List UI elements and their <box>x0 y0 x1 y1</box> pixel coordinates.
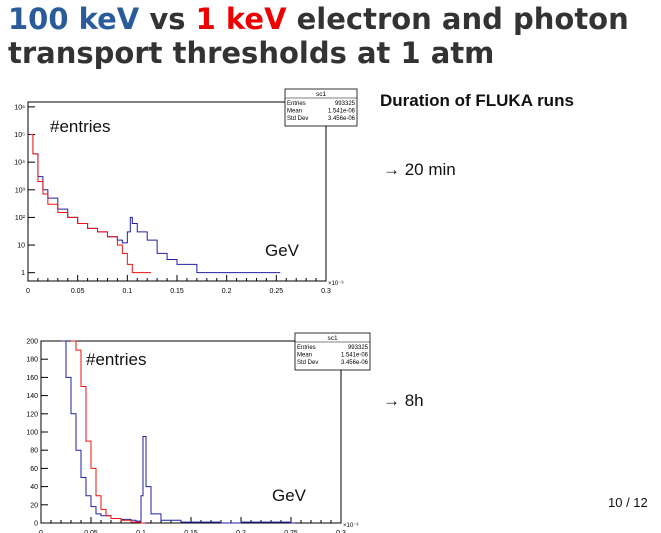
x-tick-label: 0.05 <box>71 288 85 295</box>
stats-value: 1.541e-06 <box>341 353 369 359</box>
y-tick-label: 200 <box>26 339 38 346</box>
y-tick-label: 10⁵ <box>14 132 25 139</box>
x-tick-label: 0.25 <box>270 288 284 295</box>
series-1kev-line <box>71 340 145 524</box>
title-vs: vs <box>139 2 196 36</box>
x-tick-label: 0.3 <box>321 288 331 295</box>
stats-name: sc1 <box>316 91 327 98</box>
stats-value: 993325 <box>335 101 356 107</box>
x-tick-label: 0.3 <box>336 530 346 533</box>
y-tick-label: 10⁴ <box>14 160 25 167</box>
x-tick-label: 0.1 <box>122 288 132 295</box>
x-exponent-label: ×10⁻³ <box>328 281 343 287</box>
y-tick-label: 0 <box>34 521 38 528</box>
y-tick-label: 10² <box>15 215 26 222</box>
x-tick-label: 0.25 <box>284 530 298 533</box>
stats-value: 3.456e-06 <box>341 360 369 366</box>
y-tick-label: 1 <box>21 270 25 277</box>
y-tick-label: 20 <box>30 502 38 509</box>
y-overlay-label: #entries <box>50 117 110 136</box>
stats-key: Std Dev <box>297 360 318 366</box>
stats-key: Mean <box>287 109 302 115</box>
page-number: 10 / 12 <box>608 495 648 510</box>
y-tick-label: 120 <box>26 411 38 418</box>
title-1kev: 1 keV <box>195 2 287 36</box>
x-tick-label: 0.15 <box>170 288 184 295</box>
series-1kev-line <box>29 134 152 274</box>
stats-value: 993325 <box>348 345 369 351</box>
log-histogram-svg: 0 0.05 0.1 0.15 0.2 0.25 0.3×10⁻³ 1 10 10² 10³ 10⁴ 1… <box>14 88 358 295</box>
x-tick-label: 0.05 <box>84 530 98 533</box>
y-tick-label: 140 <box>26 393 38 400</box>
x-tick-label: 0.2 <box>236 530 246 533</box>
stats-box <box>294 332 371 371</box>
duration-note-1: → 20 min <box>383 160 456 179</box>
plot-frame <box>40 340 342 524</box>
x-tick-label: 0 <box>39 530 43 533</box>
stats-key: Entries <box>297 345 316 351</box>
x-overlay-label: GeV <box>265 241 300 260</box>
stats-box <box>284 88 358 127</box>
linear-histogram-svg: 0 0.05 0.1 0.15 0.2 0.25 0.3×10⁻³ 0 20 40 60 80 100 1… <box>26 332 371 533</box>
y-overlay-label: #entries <box>86 350 146 369</box>
stats-value: 1.541e-06 <box>328 109 356 115</box>
y-tick-label: 60 <box>30 466 38 473</box>
y-tick-label: 40 <box>30 484 38 491</box>
x-exponent-label: ×10⁻³ <box>343 523 358 529</box>
side-heading: Duration of FLUKA runs <box>380 91 574 110</box>
title-100kev: 100 keV <box>8 2 140 36</box>
x-tick-label: 0.1 <box>136 530 146 533</box>
x-tick-label: 0 <box>26 288 30 295</box>
y-tick-label: 10 <box>17 243 25 250</box>
plot-frame <box>27 101 327 282</box>
stats-key: Std Dev <box>287 116 308 122</box>
stats-name: sc1 <box>327 335 338 342</box>
stats-value: 3.456e-06 <box>328 116 356 122</box>
plot-linear-scale: 0 0.05 0.1 0.15 0.2 0.25 0.3×10⁻³ 0 20 40 60 80 100 1… <box>8 326 376 533</box>
y-tick-label: 10⁶ <box>14 104 25 111</box>
duration-note-2: → 8h <box>383 391 424 410</box>
title-rest: electron and photon transport thresholds… <box>8 2 629 70</box>
x-overlay-label: GeV <box>272 486 307 505</box>
stats-key: Mean <box>297 353 312 359</box>
y-tick-label: 160 <box>26 375 38 382</box>
x-tick-label: 0.15 <box>184 530 198 533</box>
stats-key: Entries <box>287 101 306 107</box>
x-tick-label: 0.2 <box>222 288 232 295</box>
y-tick-label: 180 <box>26 357 38 364</box>
y-tick-label: 80 <box>30 448 38 455</box>
y-tick-label: 100 <box>26 430 38 437</box>
plot-log-scale: 0 0.05 0.1 0.15 0.2 0.25 0.3 ×10⁻³ 1 10 10² 10³ 10⁴ 1… <box>8 85 360 298</box>
slide-title: 100 keV vs 1 keV electron and photon tra… <box>8 2 658 70</box>
y-tick-label: 10³ <box>15 187 26 194</box>
